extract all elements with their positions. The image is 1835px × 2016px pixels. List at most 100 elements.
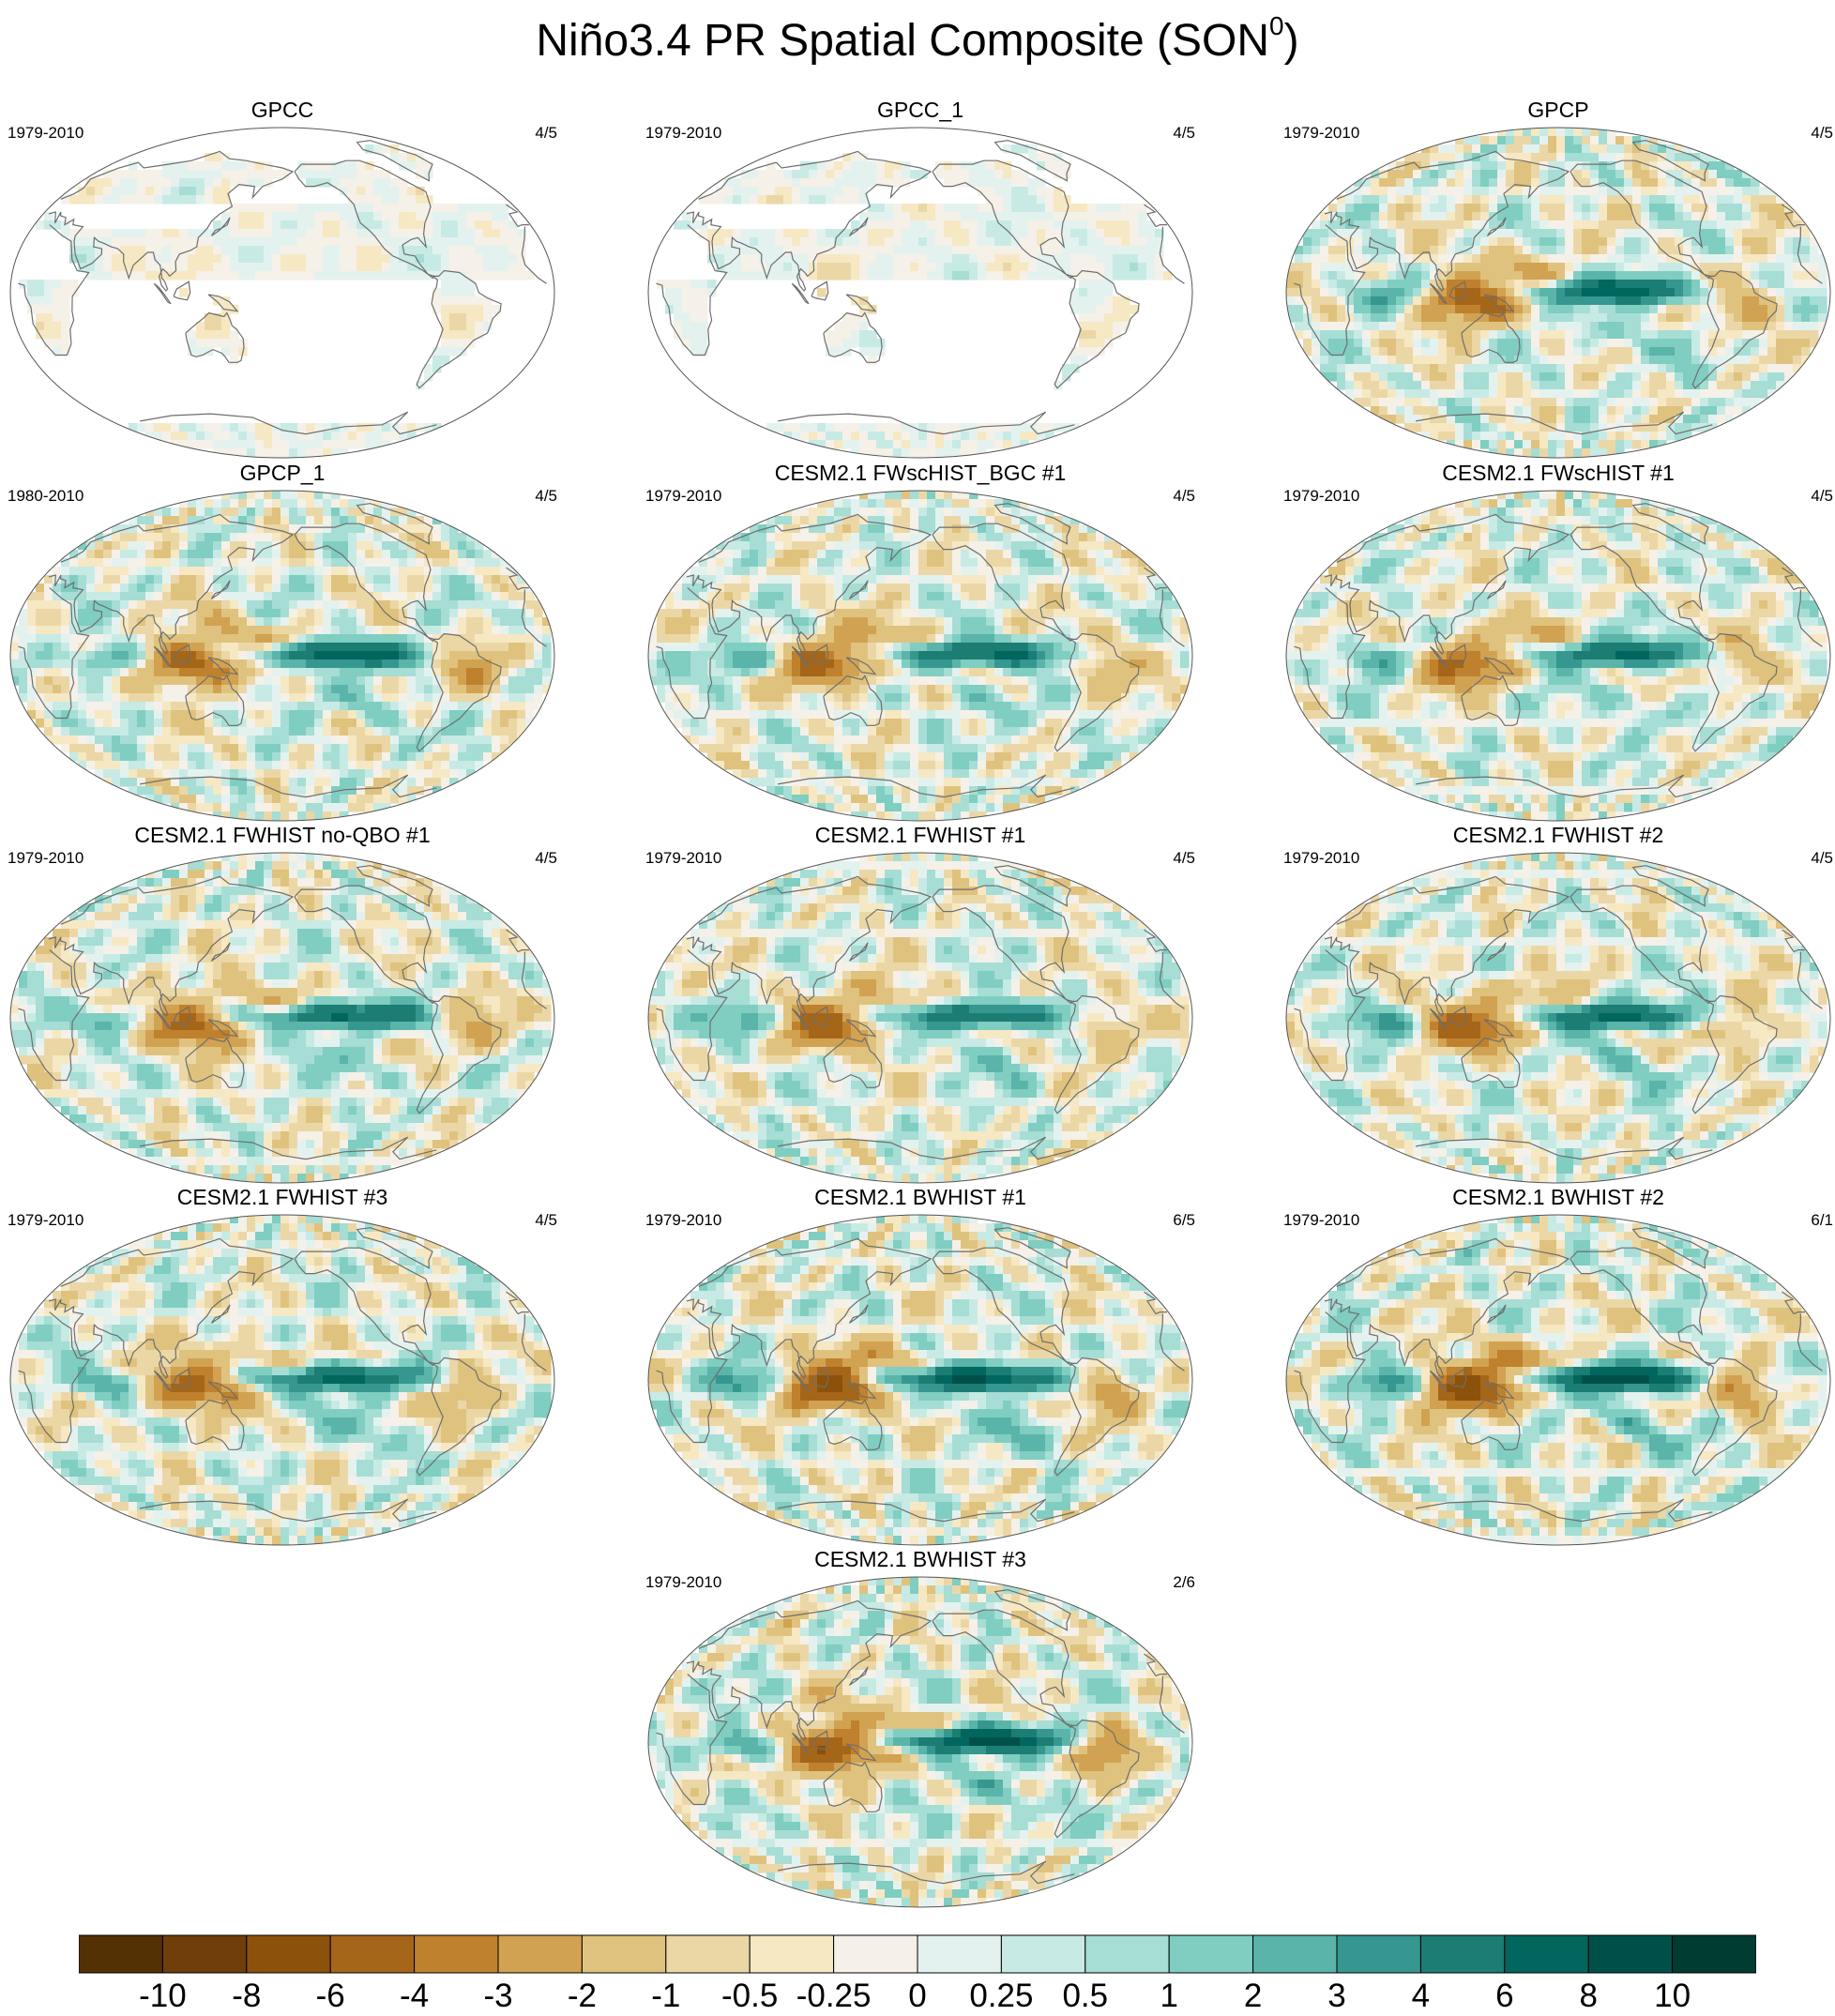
field-cell bbox=[1354, 398, 1363, 407]
field-cell bbox=[264, 626, 273, 635]
field-cell bbox=[188, 541, 197, 551]
field-cell bbox=[179, 643, 189, 652]
field-cell bbox=[19, 651, 28, 660]
field-cell bbox=[1708, 296, 1718, 306]
field-cell bbox=[994, 220, 1004, 230]
field-cell bbox=[86, 567, 96, 576]
field-cell bbox=[221, 516, 231, 525]
field-cell bbox=[196, 330, 205, 340]
coastline bbox=[1448, 280, 1467, 301]
field-cell bbox=[1675, 313, 1684, 323]
field-cell bbox=[179, 246, 189, 255]
field-cell bbox=[171, 609, 180, 618]
field-cell bbox=[61, 305, 70, 314]
field-cell bbox=[682, 313, 691, 323]
field-cell bbox=[1113, 305, 1122, 314]
field-cell bbox=[137, 271, 146, 280]
field-cell bbox=[331, 212, 341, 221]
field-cell bbox=[1683, 415, 1692, 424]
field-cell bbox=[1497, 406, 1507, 416]
field-cell bbox=[432, 609, 442, 618]
field-cell bbox=[1531, 254, 1540, 264]
field-cell bbox=[466, 550, 476, 559]
field-cell bbox=[1734, 381, 1743, 390]
field-cell bbox=[69, 609, 79, 618]
field-cell bbox=[1379, 178, 1388, 188]
field-cell bbox=[1759, 187, 1768, 196]
field-cell bbox=[1430, 170, 1439, 179]
field-cell bbox=[1062, 254, 1071, 264]
field-cell bbox=[1573, 423, 1583, 432]
field-cell bbox=[1725, 347, 1735, 356]
field-cell bbox=[86, 634, 96, 644]
field-cell bbox=[961, 229, 970, 238]
field-cell bbox=[86, 263, 96, 272]
field-cell bbox=[1624, 204, 1633, 213]
field-cell bbox=[826, 263, 835, 272]
field-cell bbox=[1649, 280, 1659, 289]
field-cell bbox=[44, 617, 53, 627]
field-cell bbox=[1666, 178, 1676, 188]
field-cell bbox=[1087, 246, 1097, 255]
field-cell bbox=[1480, 440, 1490, 449]
field-cell bbox=[699, 229, 708, 238]
field-cell bbox=[306, 558, 315, 568]
field-cell bbox=[390, 575, 400, 584]
field-cell bbox=[27, 288, 37, 297]
field-cell bbox=[1438, 220, 1448, 230]
field-cell bbox=[221, 212, 231, 221]
field-cell bbox=[162, 423, 172, 432]
field-cell bbox=[1632, 398, 1642, 407]
field-cell bbox=[1404, 398, 1414, 407]
field-cell bbox=[935, 271, 945, 280]
field-cell bbox=[1700, 237, 1709, 247]
field-cell bbox=[1113, 220, 1122, 230]
field-cell bbox=[1632, 313, 1642, 323]
field-cell bbox=[1725, 415, 1735, 424]
field-cell bbox=[69, 626, 79, 635]
field-cell bbox=[1045, 423, 1054, 432]
field-cell bbox=[1565, 296, 1574, 306]
field-cell bbox=[272, 584, 281, 593]
field-cell bbox=[1683, 237, 1692, 247]
field-cell bbox=[492, 643, 501, 652]
field-cell bbox=[1573, 128, 1583, 137]
field-cell bbox=[297, 237, 307, 247]
field-cell bbox=[1045, 187, 1054, 196]
field-cell bbox=[356, 659, 366, 669]
field-cell bbox=[399, 195, 408, 205]
field-cell bbox=[1615, 330, 1625, 340]
field-cell bbox=[247, 651, 256, 660]
field-cell bbox=[1691, 339, 1701, 348]
field-cell bbox=[1404, 187, 1414, 196]
field-cell bbox=[1345, 263, 1355, 272]
field-cell bbox=[1362, 296, 1372, 306]
field-cell bbox=[36, 651, 45, 660]
field-cell bbox=[373, 626, 383, 635]
field-cell bbox=[952, 423, 962, 432]
field-cell bbox=[1303, 288, 1312, 297]
field-cell bbox=[750, 195, 759, 205]
field-cell bbox=[1303, 322, 1312, 331]
field-cell bbox=[885, 178, 894, 188]
field-cell bbox=[390, 254, 400, 264]
field-cell bbox=[1463, 432, 1473, 441]
field-cell bbox=[449, 634, 459, 644]
field-cell bbox=[1717, 330, 1726, 340]
coastline bbox=[993, 140, 1071, 182]
field-cell bbox=[129, 524, 138, 534]
field-cell bbox=[1421, 305, 1431, 314]
field-cell bbox=[1708, 423, 1718, 432]
field-cell bbox=[188, 685, 197, 694]
field-cell bbox=[1003, 161, 1012, 171]
field-cell bbox=[289, 643, 298, 652]
field-cell bbox=[1463, 347, 1473, 356]
field-cell bbox=[1480, 389, 1490, 399]
field-cell bbox=[1480, 305, 1490, 314]
field-cell bbox=[1506, 280, 1515, 289]
field-cell bbox=[1700, 339, 1709, 348]
field-cell bbox=[1751, 237, 1760, 247]
field-cell bbox=[1345, 254, 1355, 264]
field-cell bbox=[1599, 364, 1608, 373]
field-cell bbox=[441, 254, 450, 264]
